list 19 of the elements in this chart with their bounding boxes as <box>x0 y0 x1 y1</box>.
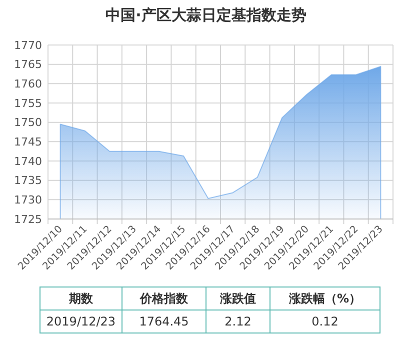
text: 2.12 <box>224 314 252 329</box>
y-tick-label: 1740 <box>14 154 42 168</box>
y-tick-label: 1735 <box>14 174 42 188</box>
y-tick-label: 1755 <box>14 96 42 110</box>
text: 涨跌幅（%） <box>288 292 362 306</box>
y-tick-label: 1760 <box>14 78 42 91</box>
y-tick-label: 1745 <box>14 136 42 149</box>
text: 2019/12/23 <box>46 314 116 329</box>
y-tick-label: 1750 <box>14 116 42 130</box>
y-tick-label: 1770 <box>14 38 42 52</box>
text: 1764.45 <box>139 314 189 329</box>
text: 涨跌值 <box>219 292 256 306</box>
y-tick-label: 1765 <box>14 58 42 72</box>
y-tick-label: 1730 <box>14 194 42 207</box>
text: 期数 <box>68 292 94 306</box>
y-tick-label: 1725 <box>14 212 42 226</box>
text: 价格指数 <box>139 292 189 306</box>
chart-title: 中国·产区大蒜日定基指数走势 <box>106 6 306 24</box>
text: 0.12 <box>312 314 338 329</box>
